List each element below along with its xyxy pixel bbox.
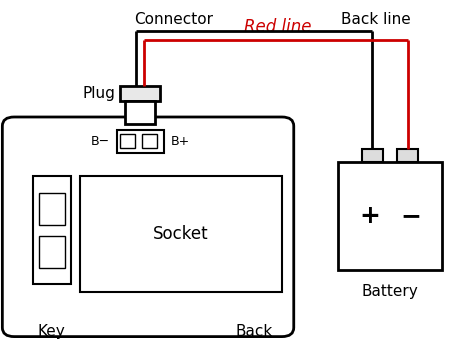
Text: B+: B+ [171, 135, 190, 148]
FancyBboxPatch shape [2, 117, 294, 337]
Text: Back line: Back line [341, 12, 411, 27]
Bar [80, 176, 282, 292]
Bar [141, 134, 157, 148]
Text: +: + [359, 204, 380, 228]
Bar [120, 134, 135, 148]
Text: B−: B− [90, 135, 110, 148]
Text: Key: Key [38, 324, 66, 339]
Text: Socket: Socket [153, 225, 209, 243]
Bar [120, 86, 160, 101]
Text: −: − [400, 204, 421, 228]
Bar [117, 130, 164, 153]
Text: Plug: Plug [82, 86, 115, 101]
Bar [39, 193, 65, 225]
Bar [33, 176, 70, 284]
Bar [39, 236, 65, 268]
Text: Back: Back [235, 324, 273, 339]
Text: Red line: Red line [243, 18, 311, 36]
Bar [362, 149, 383, 162]
Bar [397, 149, 418, 162]
Text: Connector: Connector [134, 12, 213, 27]
Text: Battery: Battery [362, 284, 418, 300]
Bar [125, 101, 155, 124]
Bar [338, 162, 442, 270]
